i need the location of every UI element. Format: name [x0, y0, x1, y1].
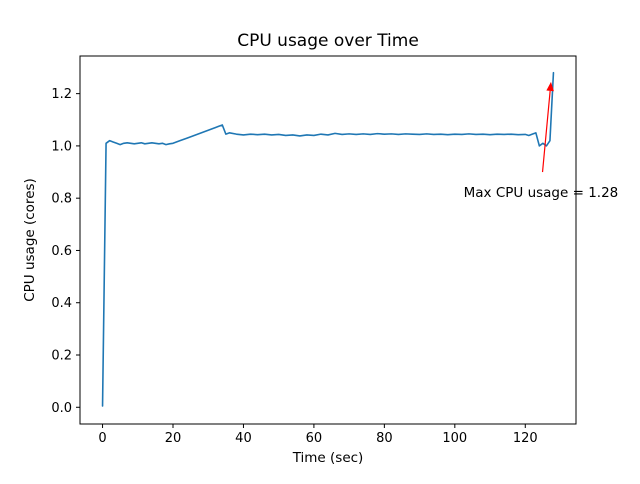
x-axis-ticks: 0 20 40 60 80 100 120: [98, 424, 538, 446]
y-tick-label: 1.2: [51, 87, 72, 102]
cpu-usage-line: [101, 71, 555, 407]
annotation-arrowhead-icon: [546, 81, 554, 92]
y-axis-label: CPU usage (cores): [22, 178, 38, 302]
annotation-arrow: [541, 90, 551, 173]
y-tick-label: 0.2: [51, 349, 72, 364]
x-tick-label: 20: [165, 431, 182, 446]
plot-area: [79, 55, 577, 425]
x-tick-label: 100: [442, 431, 467, 446]
x-tick-label: 120: [513, 431, 538, 446]
y-axis-ticks: 0.0 0.2 0.4 0.6 0.8 1.0 1.2: [51, 87, 80, 416]
x-tick-label: 40: [235, 431, 252, 446]
y-tick-label: 0.8: [51, 192, 72, 207]
x-tick-label: 0: [98, 431, 106, 446]
y-tick-label: 0.0: [51, 401, 72, 416]
y-tick-label: 0.6: [51, 244, 72, 259]
chart-title: CPU usage over Time: [237, 31, 419, 51]
x-tick-label: 80: [376, 431, 393, 446]
x-tick-label: 60: [306, 431, 323, 446]
x-axis-label: Time (sec): [292, 450, 364, 466]
y-tick-label: 0.4: [51, 296, 72, 311]
max-cpu-annotation: Max CPU usage = 1.28: [464, 185, 619, 201]
y-tick-label: 1.0: [51, 139, 72, 154]
